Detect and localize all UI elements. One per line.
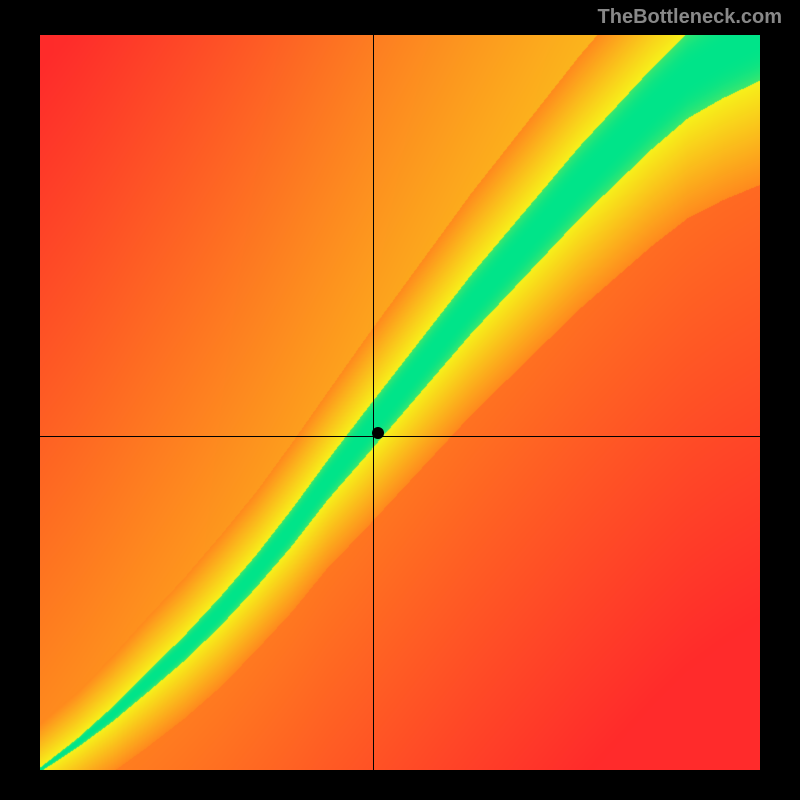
watermark-text: TheBottleneck.com <box>598 6 782 29</box>
chart-container: TheBottleneck.com <box>0 0 800 800</box>
marker-dot <box>372 427 384 439</box>
crosshair-vertical <box>373 35 374 770</box>
plot-area <box>40 35 760 770</box>
heatmap-canvas <box>40 35 760 770</box>
crosshair-horizontal <box>40 436 760 437</box>
